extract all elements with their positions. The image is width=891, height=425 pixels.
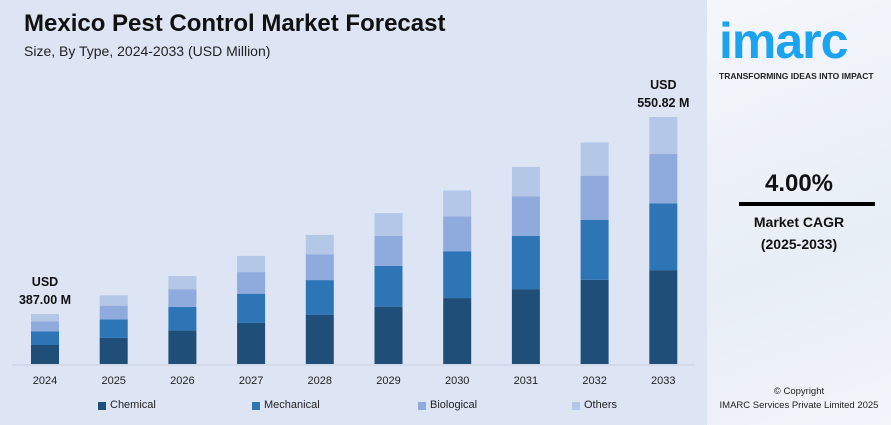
bar-biological-2029 bbox=[374, 235, 403, 266]
bar-others-2033 bbox=[649, 116, 678, 155]
data-label: USD bbox=[650, 78, 676, 92]
x-tick-label: 2025 bbox=[101, 375, 125, 387]
bar-mechanical-2024 bbox=[31, 331, 59, 345]
bar-biological-2026 bbox=[168, 289, 197, 307]
bar-biological-2032 bbox=[580, 175, 609, 220]
bar-others-2028 bbox=[305, 234, 334, 255]
bar-biological-2027 bbox=[237, 272, 266, 294]
bar-chemical-2026 bbox=[168, 330, 197, 364]
chart-title: Mexico Pest Control Market Forecast bbox=[24, 10, 446, 37]
bar-mechanical-2033 bbox=[649, 203, 678, 271]
legend-label: Chemical bbox=[110, 399, 156, 411]
bar-mechanical-2029 bbox=[374, 265, 403, 307]
x-tick-label: 2027 bbox=[239, 375, 263, 387]
bar-biological-2024 bbox=[31, 321, 59, 332]
legend-swatch bbox=[418, 401, 426, 410]
bar-chemical-2027 bbox=[237, 322, 266, 364]
x-tick-label: 2024 bbox=[33, 375, 57, 387]
bar-others-2026 bbox=[168, 276, 197, 290]
legend-label: Others bbox=[584, 399, 618, 411]
bar-chemical-2031 bbox=[511, 289, 540, 364]
bar-biological-2033 bbox=[649, 154, 678, 204]
legend-item-mechanical: Mechanical bbox=[252, 399, 320, 412]
bar-others-2032 bbox=[580, 142, 609, 176]
x-tick-label: 2026 bbox=[170, 375, 194, 387]
legend-label: Biological bbox=[430, 399, 478, 411]
copyright: © Copyright bbox=[773, 386, 825, 397]
legend-item-chemical: Chemical bbox=[98, 399, 156, 412]
tagline: TRANSFORMING IDEAS INTO IMPACT bbox=[719, 71, 874, 81]
x-tick-label: 2028 bbox=[308, 375, 332, 387]
bar-others-2031 bbox=[511, 166, 540, 197]
bar-chemical-2032 bbox=[580, 279, 609, 364]
legend-item-biological: Biological bbox=[418, 399, 477, 412]
x-tick-label: 2032 bbox=[582, 375, 606, 387]
bar-others-2025 bbox=[99, 295, 128, 306]
cagr-period: (2025-2033) bbox=[760, 236, 838, 252]
bar-mechanical-2025 bbox=[99, 319, 128, 338]
legend-label: Mechanical bbox=[264, 399, 320, 411]
bar-mechanical-2027 bbox=[237, 293, 266, 323]
chart-subtitle: Size, By Type, 2024-2033 (USD Million) bbox=[24, 43, 271, 59]
bar-chemical-2030 bbox=[443, 298, 472, 364]
bar-chemical-2024 bbox=[31, 344, 59, 364]
cagr-divider bbox=[739, 202, 875, 206]
cagr-label: Market CAGR bbox=[753, 214, 845, 230]
imarc-logo: imarc bbox=[719, 13, 848, 69]
bar-others-2024 bbox=[31, 313, 59, 322]
data-label: 387.00 M bbox=[19, 293, 71, 307]
bar-mechanical-2031 bbox=[511, 235, 540, 290]
bar-others-2030 bbox=[443, 190, 472, 217]
bar-chemical-2029 bbox=[374, 306, 403, 364]
sidebar-panel: imarc TRANSFORMING IDEAS INTO IMPACT 4.0… bbox=[707, 0, 891, 425]
legend-swatch bbox=[572, 401, 580, 410]
x-tick-label: 2033 bbox=[651, 375, 675, 387]
legend-swatch bbox=[252, 401, 260, 410]
x-tick-label: 2030 bbox=[445, 375, 469, 387]
data-label: 550.82 M bbox=[637, 96, 689, 110]
bar-biological-2030 bbox=[443, 216, 472, 252]
bar-biological-2031 bbox=[511, 196, 540, 236]
bar-biological-2028 bbox=[305, 254, 334, 281]
legend-item-others: Others bbox=[572, 399, 617, 412]
stacked-bar-chart: 2024 USD 387.00 M 2025 2026 2027 2028 2029 2030 2… bbox=[12, 78, 695, 387]
bar-mechanical-2032 bbox=[580, 219, 609, 280]
bar-chemical-2028 bbox=[305, 314, 334, 364]
bar-mechanical-2030 bbox=[443, 251, 472, 299]
bar-chemical-2025 bbox=[99, 337, 128, 364]
bar-chemical-2033 bbox=[649, 270, 678, 364]
x-tick-label: 2029 bbox=[376, 375, 400, 387]
bar-others-2027 bbox=[237, 255, 266, 273]
company-name: IMARC Services Private Limited 2025 bbox=[719, 400, 879, 411]
bar-others-2029 bbox=[374, 213, 403, 236]
x-tick-label: 2031 bbox=[514, 375, 538, 387]
cagr-value: 4.00% bbox=[764, 170, 834, 197]
legend-swatch bbox=[98, 401, 106, 410]
bar-mechanical-2026 bbox=[168, 306, 197, 331]
bar-biological-2025 bbox=[99, 305, 128, 320]
data-label: USD bbox=[32, 275, 58, 289]
bar-mechanical-2028 bbox=[305, 280, 334, 315]
